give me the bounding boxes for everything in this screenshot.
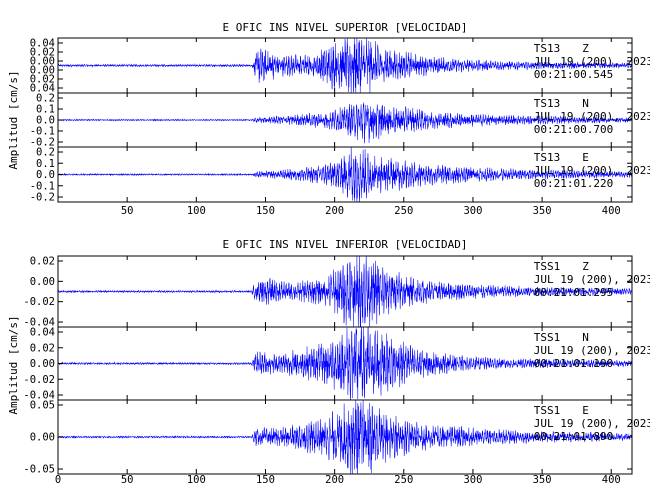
station-label: TS13 Z [534,42,590,55]
component-code: N [582,331,589,344]
date-label: JUL 19 (200), 2023 [534,110,650,123]
station-code: TSS1 [534,260,561,273]
y-tick-label: -0.02 [23,296,55,308]
station-label: TS13 E [534,151,589,164]
chart-group-2: E OFIC INS NIVEL INFERIOR [VELOCIDAD] Amp… [7,238,650,486]
x-tick-label: 0 [55,474,61,486]
waveform-inf-n [57,326,633,401]
waveform-sup-n [57,102,633,144]
x-tick-label: 250 [394,205,413,217]
y-tick-label: 0.00 [30,65,55,77]
y-tick-label: -0.05 [23,464,55,476]
x-tick-label: 150 [256,474,275,486]
y-tick-label: 0.04 [30,83,55,95]
station-code: TS13 [534,151,561,164]
y-tick-label: 0.2 [36,147,55,159]
station-code: TSS1 [534,404,561,417]
x-tick-label: 200 [325,474,344,486]
date-label: JUL 19 (200), 2023 [534,55,650,68]
y-tick-label: 0.04 [30,327,55,339]
y-tick-label: 0.02 [30,256,55,268]
y-tick-label: 0.02 [30,74,55,86]
y-tick-label: -0.2 [30,137,55,149]
station-label: TSS1 E [534,404,589,417]
y-tick-label: -0.1 [30,180,55,192]
waveform-sup-z [57,37,633,94]
y-tick-label: 0.0 [36,169,55,181]
chart-title: E OFIC INS NIVEL SUPERIOR [VELOCIDAD] [222,21,467,34]
chart-group-1: E OFIC INS NIVEL SUPERIOR [VELOCIDAD] Amp… [7,21,650,217]
date-label: JUL 19 (200), 2023 [534,164,650,177]
x-tick-label: 350 [533,205,552,217]
x-tick-label: 350 [533,474,552,486]
y-tick-label: 0.02 [30,47,55,59]
y-tick-label: -0.04 [23,317,55,329]
y-tick-label: 0.1 [36,104,55,116]
date-label: JUL 19 (200), 2023 [534,344,650,357]
x-tick-label: 100 [187,205,206,217]
x-tick-label: 100 [187,474,206,486]
y-tick-label: -0.02 [23,374,55,386]
component-code: N [582,97,589,110]
y-tick-label: 0.2 [36,93,55,105]
time-label: 00:21:01.220 [534,177,613,190]
y-tick-label: 0.05 [30,400,55,412]
chart-title: E OFIC INS NIVEL INFERIOR [VELOCIDAD] [222,238,467,251]
waveform-inf-z [57,255,633,328]
component-code: Z [582,260,589,273]
y-axis-label: Amplitud [cm/s] [7,315,20,414]
y-tick-label: 0.00 [30,276,55,288]
time-label: 00:21:01.295 [534,286,613,299]
y-tick-label: 0.04 [30,38,55,50]
component-code: E [582,404,589,417]
station-label: TS13 N [534,97,589,110]
x-tick-label: 50 [121,474,134,486]
time-label: 00:21:01.890 [534,430,613,443]
y-tick-label: 0.00 [30,432,55,444]
y-tick-label: 0.0 [36,115,55,127]
y-tick-label: 0.1 [36,158,55,170]
x-tick-label: 50 [121,205,134,217]
y-tick-label: 0.02 [30,342,55,354]
date-label: JUL 19 (200), 2023 [534,273,650,286]
station-code: TS13 [534,97,561,110]
x-tick-label: 300 [463,205,482,217]
component-code: E [582,151,589,164]
x-tick-label: 300 [463,474,482,486]
time-label: 00:21:00.545 [534,68,613,81]
time-label: 00:21:01.190 [534,357,613,370]
station-label: TSS1 Z [534,260,590,273]
y-tick-label: -0.2 [30,192,55,204]
y-tick-label: -0.1 [30,126,55,138]
component-code: Z [582,42,589,55]
y-axis-label: Amplitud [cm/s] [7,70,20,169]
x-tick-label: 200 [325,205,344,217]
x-tick-label: 400 [602,205,621,217]
waveform-sup-e [57,146,633,203]
time-label: 00:21:00.700 [534,123,613,136]
y-tick-label: 0.00 [30,56,55,68]
x-tick-label: 250 [394,474,413,486]
y-tick-label: -0.04 [23,390,55,402]
waveform-inf-e [57,399,633,475]
x-tick-label: 150 [256,205,275,217]
station-code: TSS1 [534,331,561,344]
y-tick-label: 0.00 [30,358,55,370]
station-label: TSS1 N [534,331,589,344]
date-label: JUL 19 (200), 2023 [534,417,650,430]
x-tick-label: 400 [602,474,621,486]
station-code: TS13 [534,42,561,55]
